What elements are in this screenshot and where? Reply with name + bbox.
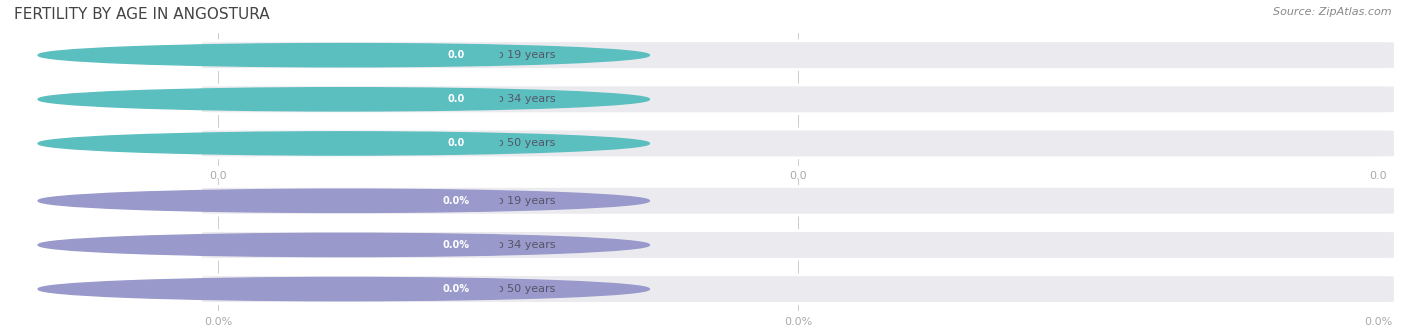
FancyBboxPatch shape [412, 279, 499, 299]
Circle shape [38, 44, 650, 67]
Circle shape [38, 189, 650, 213]
Circle shape [38, 88, 650, 111]
Text: 0.0: 0.0 [447, 50, 464, 60]
Circle shape [38, 233, 650, 257]
Circle shape [38, 277, 650, 301]
FancyBboxPatch shape [201, 129, 1395, 158]
FancyBboxPatch shape [201, 41, 1395, 70]
FancyBboxPatch shape [412, 133, 499, 154]
Text: 0.0: 0.0 [447, 138, 464, 148]
Text: 20 to 34 years: 20 to 34 years [475, 94, 555, 104]
Text: 20 to 34 years: 20 to 34 years [475, 240, 555, 250]
Text: 35 to 50 years: 35 to 50 years [475, 138, 555, 148]
FancyBboxPatch shape [201, 231, 1395, 259]
Circle shape [38, 132, 650, 155]
FancyBboxPatch shape [412, 191, 499, 211]
Text: 0.0: 0.0 [447, 94, 464, 104]
FancyBboxPatch shape [201, 275, 1395, 304]
Text: 15 to 19 years: 15 to 19 years [475, 196, 555, 206]
Text: 0.0%: 0.0% [443, 240, 470, 250]
Text: 0.0%: 0.0% [443, 196, 470, 206]
FancyBboxPatch shape [201, 85, 1395, 114]
Text: 35 to 50 years: 35 to 50 years [475, 284, 555, 294]
Text: FERTILITY BY AGE IN ANGOSTURA: FERTILITY BY AGE IN ANGOSTURA [14, 7, 270, 22]
Text: 15 to 19 years: 15 to 19 years [475, 50, 555, 60]
FancyBboxPatch shape [412, 89, 499, 110]
FancyBboxPatch shape [412, 45, 499, 65]
FancyBboxPatch shape [201, 186, 1395, 215]
Text: 0.0%: 0.0% [443, 284, 470, 294]
Text: Source: ZipAtlas.com: Source: ZipAtlas.com [1274, 7, 1392, 17]
FancyBboxPatch shape [412, 235, 499, 255]
